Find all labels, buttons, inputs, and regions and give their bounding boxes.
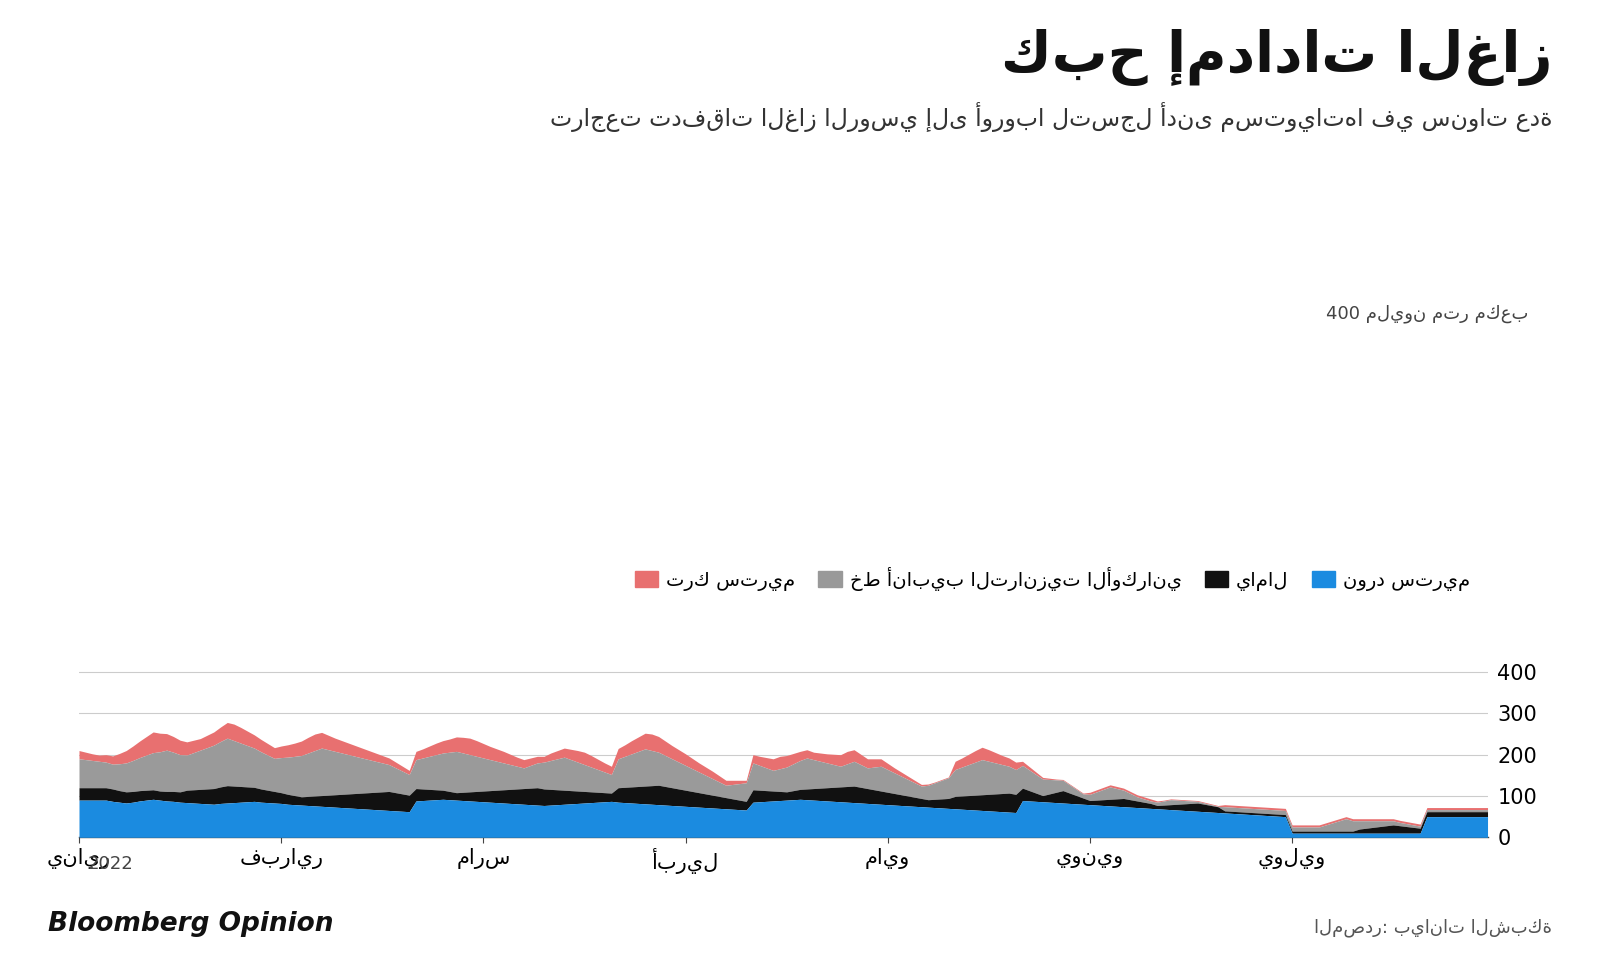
- Text: تراجعت تدفقات الغاز الروسي إلى أوروبا لتسجل أدنى مستوياتها في سنوات عدة: تراجعت تدفقات الغاز الروسي إلى أوروبا لت…: [549, 101, 1552, 131]
- Text: Bloomberg Opinion: Bloomberg Opinion: [48, 911, 333, 937]
- Text: المصدر: بيانات الشبكة: المصدر: بيانات الشبكة: [1314, 919, 1552, 937]
- Text: 2022: 2022: [88, 855, 134, 873]
- Text: 400 مليون متر مكعب: 400 مليون متر مكعب: [1326, 304, 1528, 323]
- Text: كبح إمدادات الغاز: كبح إمدادات الغاز: [1000, 29, 1552, 86]
- Legend: ترك ستريم, خط أنابيب الترانزيت الأوكراني, يامال, نورد ستريم: ترك ستريم, خط أنابيب الترانزيت الأوكراني…: [627, 559, 1478, 599]
